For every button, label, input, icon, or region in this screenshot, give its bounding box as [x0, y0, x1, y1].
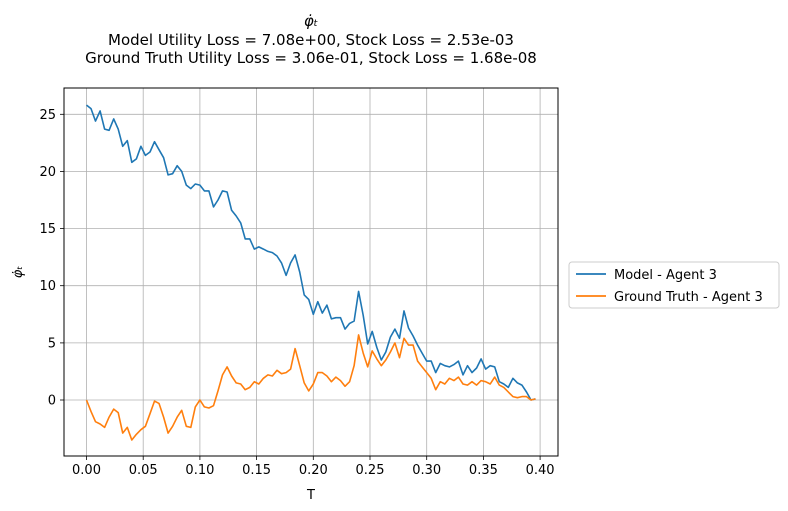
y-tick-label: 15	[39, 222, 56, 237]
x-tick-label: 0.05	[129, 463, 158, 478]
x-tick-label: 0.10	[185, 463, 214, 478]
x-tick-label: 0.30	[412, 463, 441, 478]
x-axis: 0.00 0.05 0.10 0.15 0.20 0.25 0.30 0.35 0.40	[72, 456, 555, 478]
legend-box	[568, 261, 780, 309]
title-line-2: Model Utility Loss = 7.08e+00, Stock Los…	[108, 31, 514, 49]
series-line-ground-truth	[85, 334, 536, 441]
x-tick-label: 0.25	[356, 463, 385, 478]
x-axis-label: T	[306, 488, 315, 503]
y-tick-label: 5	[48, 336, 56, 351]
legend: Model - Agent 3 Ground Truth - Agent 3	[568, 261, 780, 309]
y-tick-label: 20	[39, 165, 56, 180]
plot-lines	[85, 104, 536, 441]
x-tick-label: 0.15	[242, 463, 271, 478]
chart-title: φ̇ₜ Model Utility Loss = 7.08e+00, Stock…	[85, 12, 537, 67]
x-tick-label: 0.35	[469, 463, 498, 478]
grid	[64, 88, 558, 456]
y-tick-label: 25	[39, 108, 56, 123]
title-line-3: Ground Truth Utility Loss = 3.06e-01, St…	[85, 49, 537, 67]
x-tick-label: 0.00	[72, 463, 101, 478]
legend-label-ground-truth: Ground Truth - Agent 3	[614, 290, 763, 305]
plot-frame	[63, 87, 559, 457]
y-tick-label: 10	[39, 279, 56, 294]
x-tick-label: 0.40	[526, 463, 555, 478]
y-tick-label: 0	[48, 394, 56, 409]
legend-label-model: Model - Agent 3	[614, 268, 717, 283]
y-axis: 0 5 10 15 20 25	[39, 108, 64, 409]
title-line-1: φ̇ₜ	[304, 12, 318, 30]
series-line-model	[86, 104, 536, 401]
x-tick-label: 0.20	[299, 463, 328, 478]
y-axis-label: φ̇ₜ	[11, 266, 26, 279]
